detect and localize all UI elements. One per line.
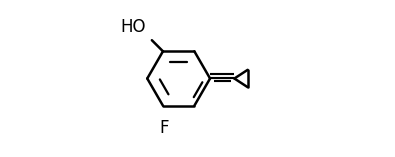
Text: HO: HO (120, 18, 146, 36)
Text: F: F (159, 119, 169, 137)
